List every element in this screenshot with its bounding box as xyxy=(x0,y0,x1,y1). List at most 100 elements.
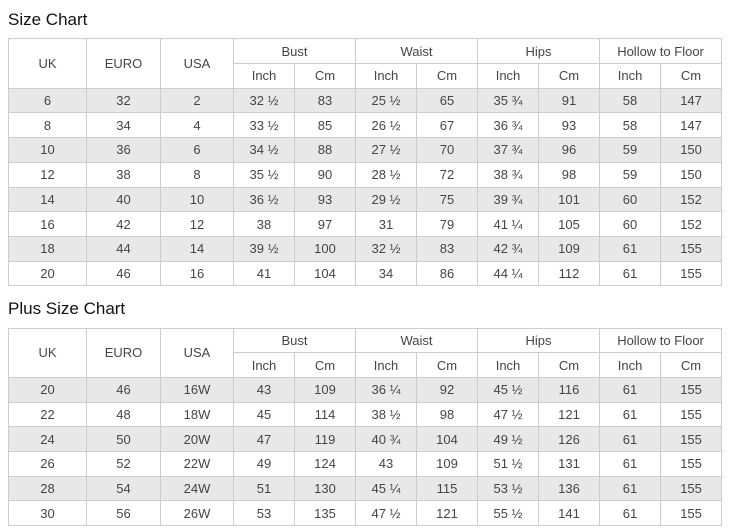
table-cell: 136 xyxy=(538,475,601,502)
table-cell: 39 ½ xyxy=(233,235,295,262)
table-cell: 83 xyxy=(416,235,479,262)
col-header-waist-inch: Inch xyxy=(355,63,418,89)
table-cell: 61 xyxy=(599,500,662,527)
table-cell: 16 xyxy=(160,260,234,287)
table-cell: 6 xyxy=(160,137,234,163)
table-cell: 61 xyxy=(599,377,662,403)
table-cell: 39 ¾ xyxy=(477,186,540,213)
table-row: 12 38 8 35 ½ 90 28 ½ 72 38 ¾ 98 59 150 xyxy=(8,161,723,188)
table-cell: 43 xyxy=(233,377,295,403)
table-cell: 20 xyxy=(8,260,87,287)
table-row: 30 56 26W 53 135 47 ½ 121 55 ½ 141 61 155 xyxy=(8,500,723,527)
table-cell: 34 ½ xyxy=(233,137,295,163)
col-header-bust-inch: Inch xyxy=(233,352,295,379)
table-cell: 70 xyxy=(416,137,479,163)
table-cell: 65 xyxy=(416,87,479,114)
table-cell: 44 xyxy=(86,235,161,262)
col-group-waist: Waist xyxy=(355,38,479,65)
table-cell: 100 xyxy=(293,235,357,262)
table-cell: 49 ½ xyxy=(477,426,540,453)
table-cell: 10 xyxy=(8,137,87,163)
table-cell: 22W xyxy=(160,451,234,477)
table-row: 26 52 22W 49 124 43 109 51 ½ 131 61 155 xyxy=(8,451,723,477)
table-cell: 24W xyxy=(160,475,234,502)
col-header-waist-cm: Cm xyxy=(416,352,479,379)
table-cell: 53 ½ xyxy=(477,475,540,502)
table-cell: 88 xyxy=(293,137,357,163)
table-cell: 4 xyxy=(160,112,234,139)
table-cell: 55 ½ xyxy=(477,500,540,527)
table-cell: 22 xyxy=(8,401,87,428)
table-cell: 98 xyxy=(416,401,479,428)
table-cell: 98 xyxy=(538,161,601,188)
table-cell: 34 xyxy=(86,112,161,139)
col-header-euro: EURO xyxy=(86,327,161,379)
table-cell: 32 ½ xyxy=(233,87,295,114)
size-chart-table: UK EURO USA Bust Waist Hips Hollow to Fl… xyxy=(8,38,723,287)
table-cell: 44 ¼ xyxy=(477,260,540,287)
table-cell: 36 xyxy=(86,137,161,163)
table-cell: 16W xyxy=(160,377,234,403)
col-group-hollow-to-floor: Hollow to Floor xyxy=(599,327,723,354)
col-header-hollow-inch: Inch xyxy=(599,352,662,379)
table-cell: 155 xyxy=(660,377,723,403)
table-cell: 147 xyxy=(660,87,723,114)
table-cell: 8 xyxy=(160,161,234,188)
table-cell: 152 xyxy=(660,186,723,213)
table-cell: 2 xyxy=(160,87,234,114)
table-row: 8 34 4 33 ½ 85 26 ½ 67 36 ¾ 93 58 147 xyxy=(8,112,723,139)
table-cell: 20 xyxy=(8,377,87,403)
table-cell: 60 xyxy=(599,211,662,237)
table-cell: 93 xyxy=(538,112,601,139)
table-cell: 104 xyxy=(293,260,357,287)
table-cell: 130 xyxy=(293,475,357,502)
col-header-hollow-cm: Cm xyxy=(660,63,723,89)
size-chart-title: Size Chart xyxy=(8,10,88,29)
table-cell: 72 xyxy=(416,161,479,188)
col-header-hips-inch: Inch xyxy=(477,63,540,89)
table-cell: 61 xyxy=(599,401,662,428)
table-cell: 8 xyxy=(8,112,87,139)
table-cell: 26 ½ xyxy=(355,112,418,139)
table-cell: 36 ½ xyxy=(233,186,295,213)
col-header-hips-cm: Cm xyxy=(538,352,601,379)
table-cell: 60 xyxy=(599,186,662,213)
table-cell: 155 xyxy=(660,260,723,287)
table-cell: 101 xyxy=(538,186,601,213)
table-cell: 90 xyxy=(293,161,357,188)
table-cell: 49 xyxy=(233,451,295,477)
plus-size-chart-body: 20 46 16W 43 109 36 ¼ 92 45 ½ 116 61 155 22 48 18W 45 1… xyxy=(8,377,723,527)
plus-size-chart-header: UK EURO USA Bust Waist Hips Hollow to Fl… xyxy=(8,327,723,379)
size-chart-body: 6 32 2 32 ½ 83 25 ½ 65 35 ¾ 91 58 147 8 34 4 33 ½ 85 26 … xyxy=(8,87,723,287)
table-cell: 33 ½ xyxy=(233,112,295,139)
table-cell: 42 xyxy=(86,211,161,237)
col-header-waist-inch: Inch xyxy=(355,352,418,379)
table-cell: 41 ¼ xyxy=(477,211,540,237)
table-cell: 50 xyxy=(86,426,161,453)
table-row: 16 42 12 38 97 31 79 41 ¼ 105 60 152 xyxy=(8,211,723,237)
table-cell: 109 xyxy=(293,377,357,403)
table-row: 28 54 24W 51 130 45 ¼ 115 53 ½ 136 61 155 xyxy=(8,475,723,502)
table-cell: 155 xyxy=(660,500,723,527)
col-header-euro: EURO xyxy=(86,38,161,89)
table-cell: 96 xyxy=(538,137,601,163)
table-cell: 75 xyxy=(416,186,479,213)
table-cell: 41 xyxy=(233,260,295,287)
table-cell: 38 xyxy=(233,211,295,237)
table-cell: 152 xyxy=(660,211,723,237)
table-cell: 109 xyxy=(538,235,601,262)
table-cell: 35 ¾ xyxy=(477,87,540,114)
col-header-hollow-cm: Cm xyxy=(660,352,723,379)
table-cell: 47 xyxy=(233,426,295,453)
table-cell: 112 xyxy=(538,260,601,287)
table-cell: 35 ½ xyxy=(233,161,295,188)
col-group-waist: Waist xyxy=(355,327,479,354)
table-cell: 135 xyxy=(293,500,357,527)
table-cell: 114 xyxy=(293,401,357,428)
table-cell: 25 ½ xyxy=(355,87,418,114)
table-cell: 119 xyxy=(293,426,357,453)
table-cell: 147 xyxy=(660,112,723,139)
table-cell: 83 xyxy=(293,87,357,114)
table-cell: 26 xyxy=(8,451,87,477)
